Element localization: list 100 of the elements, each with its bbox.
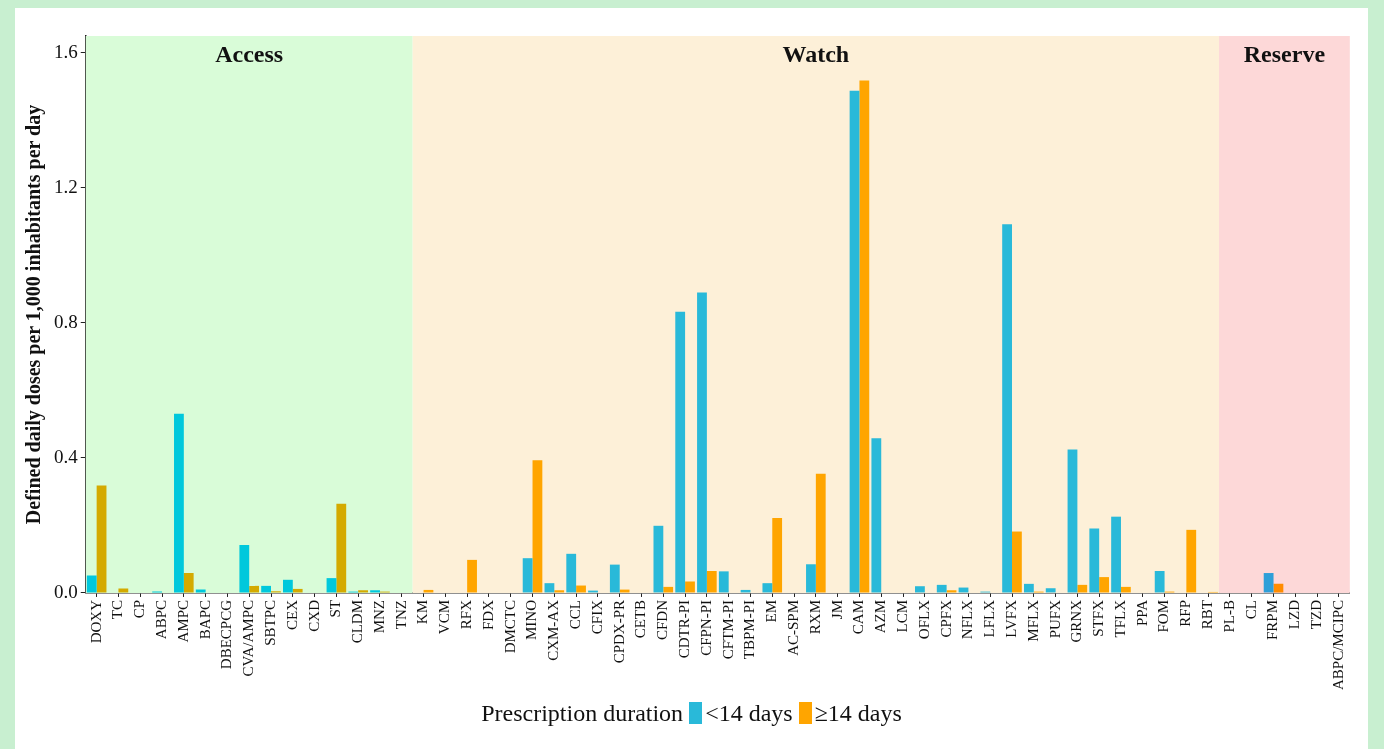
x-tick-label: ABPC xyxy=(152,599,169,640)
x-tick-label: LZD xyxy=(1286,599,1303,630)
x-tick-label: CFPN-PI xyxy=(697,599,714,656)
x-tick-label: CFTM-PI xyxy=(719,599,736,660)
bar xyxy=(1023,583,1034,593)
x-tick-label: NFLX xyxy=(959,599,976,640)
bar xyxy=(1077,584,1088,593)
x-tick-label: CXM-AX xyxy=(545,599,562,661)
bar xyxy=(96,485,107,593)
x-tick-label: MFLX xyxy=(1024,599,1041,642)
x-tick-label: DOXY xyxy=(87,599,104,644)
x-tick-label: RXM xyxy=(806,599,823,635)
x-tick-label: DMCTC xyxy=(501,599,518,654)
x-tick-label: FDX xyxy=(479,599,496,630)
bar xyxy=(706,571,717,593)
bar xyxy=(522,558,533,593)
x-tick-label: LVFX xyxy=(1002,599,1019,638)
x-tick-label: AC-SPM xyxy=(785,599,801,656)
bar xyxy=(1045,588,1056,593)
x-tick-label: CXD xyxy=(305,599,322,632)
bar xyxy=(1186,529,1197,593)
x-tick-label: SBTPC xyxy=(261,599,278,646)
legend-label: <14 days xyxy=(705,700,793,726)
bar xyxy=(282,579,293,593)
x-tick-label: CETB xyxy=(632,599,649,639)
x-tick-label: RBT xyxy=(1199,599,1216,630)
bar xyxy=(566,553,577,593)
x-tick-label: CEX xyxy=(283,599,300,630)
bar xyxy=(239,545,250,593)
x-tick-label: AMPC xyxy=(174,599,191,643)
y-tick-label: 0.4 xyxy=(54,445,79,467)
x-tick-label: TBPM-PI xyxy=(741,599,758,660)
bar xyxy=(815,473,826,593)
bar xyxy=(653,525,664,593)
bar xyxy=(1067,449,1078,593)
legend-label: ≥14 days xyxy=(814,700,902,726)
bar xyxy=(1120,586,1131,593)
bar xyxy=(663,586,674,593)
x-tick-label: AZM xyxy=(872,599,889,634)
bar xyxy=(609,564,620,593)
bar xyxy=(249,585,260,593)
x-tick-label: CLDM xyxy=(349,599,366,644)
bar xyxy=(1089,528,1100,593)
bar xyxy=(849,90,860,593)
bar xyxy=(871,438,882,593)
x-tick-label: RFP xyxy=(1177,599,1194,627)
x-tick-label: VCM xyxy=(436,599,453,635)
bar xyxy=(1263,573,1274,593)
bar xyxy=(554,590,565,593)
x-tick-label: CPDX-PR xyxy=(610,599,627,664)
bar xyxy=(806,564,816,593)
bar xyxy=(1111,516,1121,593)
x-tick-label: FOM xyxy=(1155,599,1172,633)
bar xyxy=(261,585,271,593)
x-tick-label: ST xyxy=(327,599,344,618)
y-tick-label: 0.0 xyxy=(54,580,78,602)
band-label: Watch xyxy=(782,41,850,68)
x-tick-label: OFLX xyxy=(915,599,932,640)
bar xyxy=(915,586,925,593)
bar xyxy=(685,581,695,593)
x-tick-label: CL xyxy=(1242,599,1259,620)
x-tick-label: JM xyxy=(828,599,845,620)
bar xyxy=(859,80,870,593)
x-tick-label: CPFX xyxy=(937,599,954,638)
x-tick-label: RFX xyxy=(458,599,475,630)
bar xyxy=(697,292,707,593)
x-tick-label: TZD xyxy=(1308,599,1325,630)
x-tick-label: LFLX xyxy=(981,599,998,638)
band-label: Access xyxy=(215,41,284,68)
x-tick-label: CP xyxy=(131,599,148,619)
bar xyxy=(183,573,194,593)
x-tick-label: CAM xyxy=(850,599,867,635)
y-tick-label: 1.2 xyxy=(54,175,78,197)
bar xyxy=(675,311,686,593)
x-tick-label: STFX xyxy=(1090,599,1107,637)
bar xyxy=(86,575,97,593)
x-tick-label: TNZ xyxy=(392,599,409,630)
x-tick-label: FRPM xyxy=(1264,599,1281,640)
bar xyxy=(1154,571,1165,593)
bar xyxy=(718,571,729,593)
bar xyxy=(358,590,368,593)
bar xyxy=(370,590,380,593)
bar xyxy=(532,460,543,593)
x-tick-label: TC xyxy=(109,599,126,620)
bar xyxy=(467,559,477,593)
band-label: Reserve xyxy=(1243,41,1326,68)
bar xyxy=(1002,224,1012,593)
bar xyxy=(174,413,184,593)
x-tick-label: BAPC xyxy=(196,599,213,640)
x-tick-label: PUFX xyxy=(1046,599,1063,639)
bar xyxy=(336,503,347,593)
x-tick-label: MINO xyxy=(523,599,540,640)
x-tick-label: PL-B xyxy=(1220,599,1237,633)
y-tick-label: 0.8 xyxy=(54,310,78,332)
x-tick-label: KM xyxy=(414,599,431,625)
x-tick-label: LCM xyxy=(893,599,910,633)
bar xyxy=(1099,577,1109,593)
legend-title: Prescription duration xyxy=(481,700,684,726)
x-tick-label: TFLX xyxy=(1111,599,1128,638)
x-tick-label: MNZ xyxy=(370,599,387,634)
